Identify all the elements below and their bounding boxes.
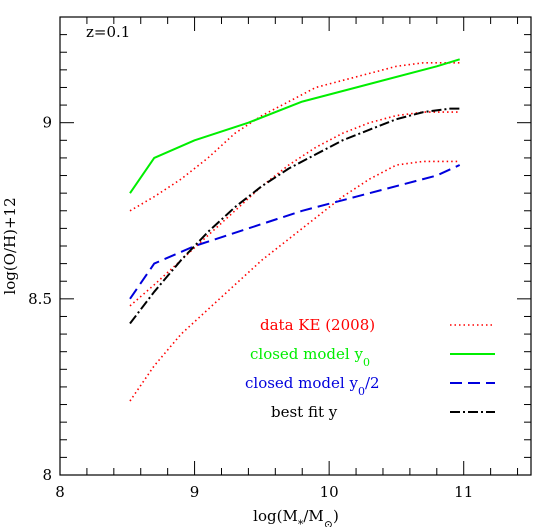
series-line-2 (129, 160, 460, 402)
series-line-3 (129, 58, 460, 194)
x-tick-label: 9 (190, 483, 200, 501)
series-line-1 (129, 111, 460, 307)
series-line-0 (129, 61, 460, 212)
x-tick-label: 11 (454, 483, 473, 501)
y-tick-label: 8 (42, 466, 52, 484)
axis-ticks (59, 16, 531, 476)
legend-label-best-fit: best fit y (271, 403, 338, 421)
y-axis-title: log(O/H)+12 (1, 197, 19, 294)
legend-label-closed-y0-half: closed model y0/2 (245, 374, 380, 398)
x-axis-title: log(M*/M⊙) (253, 507, 339, 527)
y-tick-label: 8.5 (28, 290, 52, 308)
x-tick-label: 8 (55, 483, 65, 501)
legend-label-closed-y0: closed model y0 (250, 345, 370, 369)
series-layer (129, 58, 461, 402)
legend: data KE (2008) closed model y0 closed mo… (245, 316, 495, 421)
tick-labels: 8 9 10 11 8 8.5 9 (28, 114, 473, 501)
legend-label-data-ke: data KE (2008) (260, 316, 375, 334)
x-tick-label: 10 (320, 483, 339, 501)
legend-lines (450, 324, 495, 413)
y-tick-label: 9 (42, 114, 52, 132)
series-line-5 (129, 107, 460, 325)
series-line-4 (129, 164, 461, 300)
z-annotation: z=0.1 (86, 23, 130, 41)
